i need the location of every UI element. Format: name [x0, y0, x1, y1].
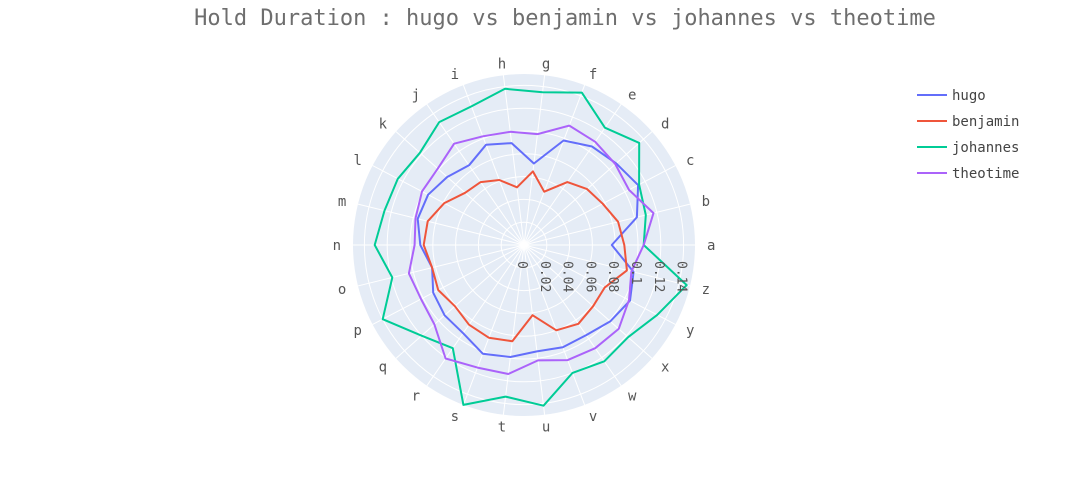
radial-tick-label: 0.06: [582, 261, 597, 292]
angular-tick-label: u: [542, 420, 550, 436]
legend: hugo benjamin johannes theotime: [917, 88, 1019, 182]
radial-tick-label: 0.1: [628, 261, 643, 284]
angular-grid-spoke: [426, 103, 525, 246]
legend-item-theotime[interactable]: theotime: [917, 166, 1019, 182]
polar-plot: 0 0.02 0.04 0.06 0.08 0.1 0.12 0.14 a b c d e f g h i j k l…: [333, 56, 716, 435]
angular-grid-spoke: [523, 75, 546, 246]
angular-tick-label: s: [451, 409, 459, 425]
series-line-johannes: [373, 87, 688, 407]
angular-grid-spoke: [523, 244, 622, 387]
angular-tick-label: w: [628, 389, 637, 405]
angular-grid-spoke: [462, 244, 525, 406]
angular-tick-label: x: [661, 359, 669, 375]
radial-tick-label: 0.02: [537, 261, 552, 292]
legend-label: theotime: [952, 166, 1019, 182]
radial-tick-label: 0.04: [560, 261, 575, 292]
series-line-theotime: [407, 124, 655, 375]
angular-grid-spoke: [395, 131, 525, 246]
radial-tick-label: 0.08: [605, 261, 620, 292]
angular-grid-spoke: [462, 84, 525, 246]
angular-tick-label: i: [451, 67, 459, 83]
angular-tick-label: h: [498, 56, 506, 72]
angular-tick-label: r: [412, 389, 420, 405]
angular-tick-label: a: [707, 238, 715, 254]
legend-label: johannes: [952, 140, 1019, 156]
angular-grid-spoke: [523, 244, 546, 415]
angular-grid-spoke: [395, 244, 525, 359]
angular-tick-label: n: [333, 238, 341, 254]
radial-tick-label: 0: [514, 261, 529, 269]
angular-grid-spoke: [523, 244, 586, 406]
series-line-benjamin: [422, 170, 628, 343]
angular-tick-label: y: [686, 323, 694, 339]
angular-tick-label: p: [354, 323, 362, 339]
angular-grid-spoke: [357, 244, 525, 287]
angular-grid-spoke: [372, 244, 525, 325]
angular-tick-label: m: [338, 194, 346, 210]
angular-tick-label: f: [589, 67, 597, 83]
angular-grid-spoke: [523, 84, 586, 246]
angular-grid-spoke: [426, 244, 525, 387]
legend-label: benjamin: [952, 114, 1019, 130]
angular-grid-spoke: [502, 244, 525, 415]
angular-grid-spoke: [523, 244, 676, 325]
angular-tick-label: c: [686, 153, 694, 169]
legend-item-hugo[interactable]: hugo: [917, 88, 986, 104]
angular-tick-label: z: [702, 282, 710, 298]
angular-tick-label: t: [498, 420, 506, 436]
angular-grid-spoke: [357, 203, 525, 246]
angular-grid-spoke: [523, 203, 691, 246]
angular-tick-label: j: [412, 87, 420, 103]
angular-grid-spoke: [523, 244, 691, 287]
angular-tick-label: e: [628, 87, 636, 103]
legend-item-johannes[interactable]: johannes: [917, 140, 1019, 156]
angular-tick-label: g: [542, 56, 550, 72]
angular-tick-label: l: [354, 153, 362, 169]
angular-tick-label: k: [379, 117, 388, 133]
angular-tick-label: b: [702, 194, 710, 210]
angular-grid-spoke: [502, 75, 525, 246]
angular-tick-label: o: [338, 282, 346, 298]
radial-tick-label: 0.14: [674, 261, 689, 292]
legend-item-benjamin[interactable]: benjamin: [917, 114, 1019, 130]
legend-label: hugo: [952, 88, 986, 104]
radial-tick-label: 0.12: [651, 261, 666, 292]
chart-title: Hold Duration : hugo vs benjamin vs joha…: [194, 6, 936, 31]
angular-tick-label: q: [379, 359, 387, 375]
angular-tick-label: d: [661, 117, 669, 133]
angular-grid-spoke: [523, 244, 653, 359]
angular-tick-label: v: [589, 409, 597, 425]
series-line-hugo: [416, 139, 640, 358]
angular-grid-spoke: [523, 131, 653, 246]
angular-grid-spoke: [523, 165, 676, 246]
